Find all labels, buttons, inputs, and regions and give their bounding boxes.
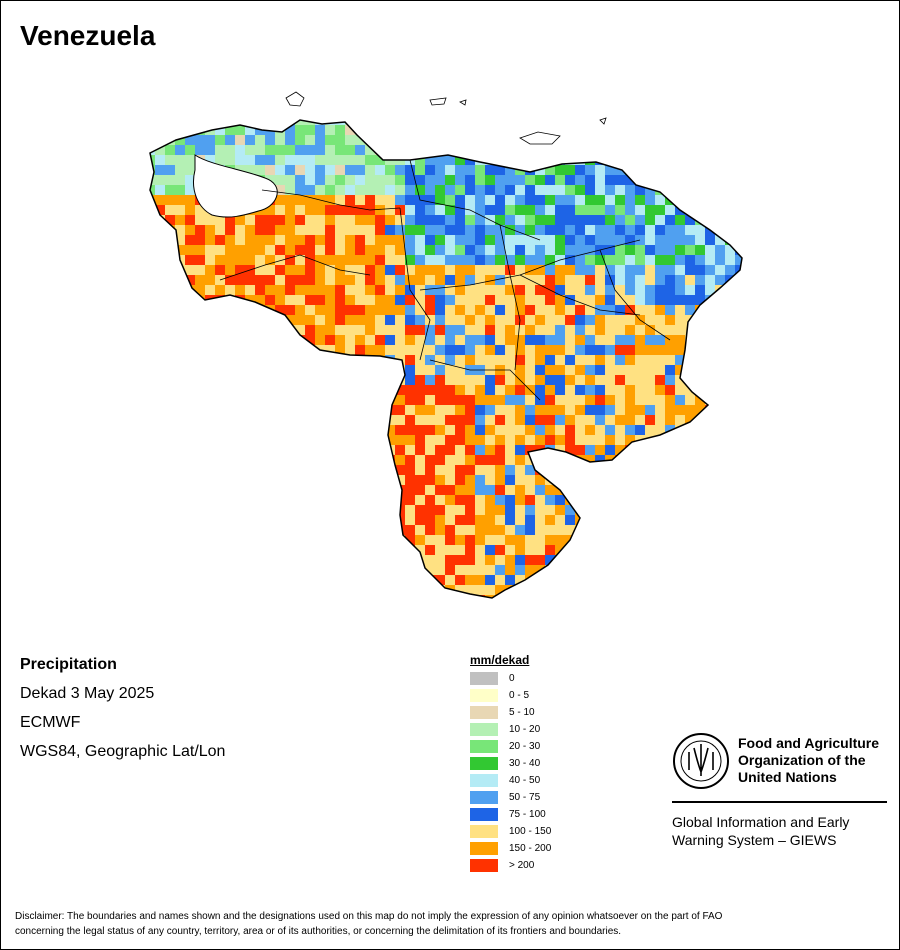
disclaimer-line: Disclaimer: The boundaries and names sho…: [15, 911, 723, 922]
legend-label: 10 - 20: [509, 724, 541, 735]
legend-label: > 200: [509, 860, 535, 871]
legend-item: 30 - 40: [470, 755, 551, 772]
legend-label: 30 - 40: [509, 758, 541, 769]
legend-label: 40 - 50: [509, 775, 541, 786]
legend-swatch: [470, 723, 498, 736]
legend-unit: mm/dekad: [470, 653, 530, 667]
map-title: Venezuela: [20, 20, 156, 51]
legend-swatch: [470, 706, 498, 719]
legend-swatch: [470, 825, 498, 838]
legend-item: > 200: [470, 857, 551, 874]
legend-swatch: [470, 791, 498, 804]
fao-emblem-icon: [673, 733, 729, 789]
fao-name-line: Organization of the: [738, 752, 866, 768]
legend-swatch: [470, 842, 498, 855]
disclaimer: Disclaimer: The boundaries and names sho…: [15, 909, 885, 939]
legend-item: 50 - 75: [470, 789, 551, 806]
legend-item: 10 - 20: [470, 721, 551, 738]
state-boundaries: [219, 159, 671, 401]
giews-line: Warning System – GIEWS: [672, 832, 837, 848]
giews-line: Global Information and Early: [672, 814, 850, 830]
precipitation-map: [149, 91, 743, 599]
lake-maracaibo: [193, 154, 278, 218]
giews-name: Global Information and Early Warning Sys…: [672, 813, 849, 849]
legend-swatch: [470, 774, 498, 787]
islands: [285, 91, 607, 145]
legend-label: 100 - 150: [509, 826, 552, 837]
source-label: ECMWF: [20, 714, 81, 731]
legend-swatch: [470, 689, 498, 702]
legend-item: 150 - 200: [470, 840, 551, 857]
map-metadata: Precipitation Dekad 3 May 2025 ECMWF WGS…: [20, 656, 225, 772]
legend-swatch: [470, 808, 498, 821]
legend-item: 100 - 150: [470, 823, 551, 840]
legend-label: 0 - 5: [509, 690, 530, 701]
divider: [672, 801, 887, 803]
legend-label: 20 - 30: [509, 741, 541, 752]
legend-swatch: [470, 859, 498, 872]
legend-label: 5 - 10: [509, 707, 535, 718]
legend-label: 75 - 100: [509, 809, 546, 820]
projection-label: WGS84, Geographic Lat/Lon: [20, 743, 226, 760]
fao-name-line: United Nations: [738, 769, 837, 785]
legend-item: 20 - 30: [470, 738, 551, 755]
variable-label: Precipitation: [20, 656, 117, 673]
legend: mm/dekad 0 0 - 5 5 - 10 10 - 20 20 - 30 30 - …: [470, 653, 551, 874]
legend-label: 0: [509, 673, 515, 684]
disclaimer-line: concerning the legal status of any count…: [15, 926, 622, 937]
legend-item: 40 - 50: [470, 772, 551, 789]
fao-name-line: Food and Agriculture: [738, 735, 880, 751]
period-label: Dekad 3 May 2025: [20, 685, 155, 702]
legend-item: 75 - 100: [470, 806, 551, 823]
legend-item: 0 - 5: [470, 687, 551, 704]
legend-swatch: [470, 672, 498, 685]
legend-rows: 0 0 - 5 5 - 10 10 - 20 20 - 30 30 - 40 40 - 50…: [470, 670, 551, 874]
legend-item: 5 - 10: [470, 704, 551, 721]
country-boundary: [149, 119, 743, 599]
legend-swatch: [470, 740, 498, 753]
legend-swatch: [470, 757, 498, 770]
fao-name: Food and Agriculture Organization of the…: [738, 735, 879, 786]
legend-label: 50 - 75: [509, 792, 541, 803]
legend-label: 150 - 200: [509, 843, 552, 854]
legend-item: 0: [470, 670, 551, 687]
